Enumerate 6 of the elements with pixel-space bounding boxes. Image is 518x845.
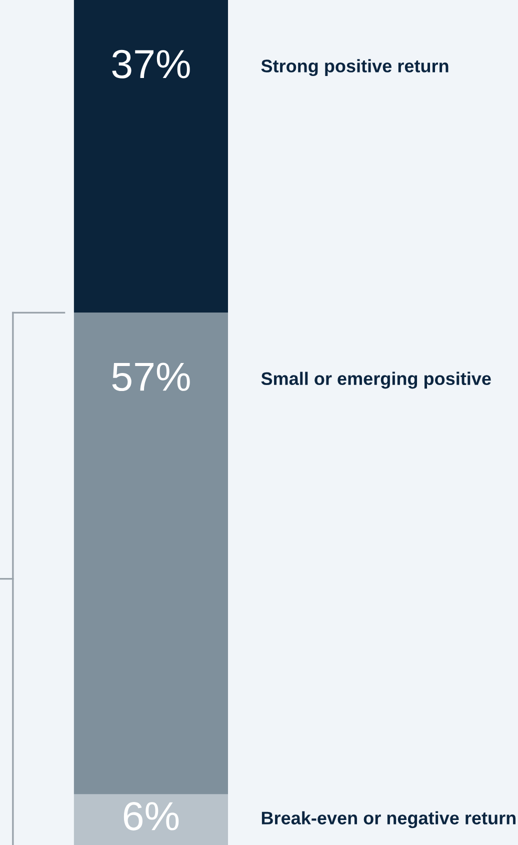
series-label: Break-even or negative return (262, 811, 516, 828)
data-label: 6% (124, 802, 179, 830)
series-label: Strong positive return (261, 59, 448, 76)
data-label: 57% (112, 362, 190, 392)
series-label: Small or emerging positive (261, 372, 491, 389)
data-label: 37% (112, 50, 190, 78)
